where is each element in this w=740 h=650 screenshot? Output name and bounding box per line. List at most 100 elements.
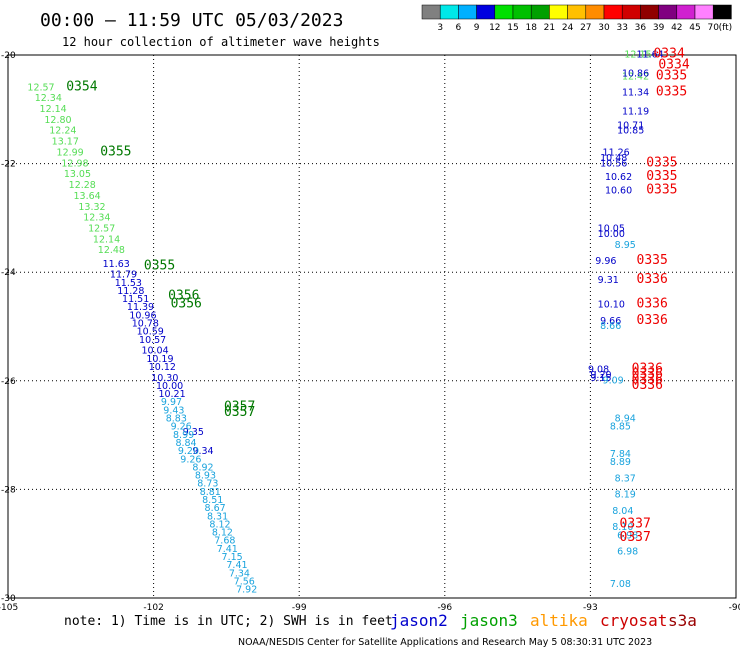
wave-height-label: 7.84 xyxy=(610,449,631,460)
wave-height-label: 9.09 xyxy=(603,376,624,387)
color-swatch xyxy=(658,4,678,20)
chart-title: 00:00 — 11:59 UTC 05/03/2023 xyxy=(40,10,343,31)
wave-height-points: 12.5712.3412.1412.8012.2413.1712.9912.98… xyxy=(27,50,663,596)
satellite-jason2: jason2 xyxy=(390,611,448,630)
wave-height-label: 10.71 xyxy=(617,120,644,131)
color-swatch xyxy=(530,4,550,20)
time-label: 0335 xyxy=(656,85,687,100)
wave-height-label: 13.05 xyxy=(64,169,91,180)
x-tick-label: -90 xyxy=(729,603,740,613)
wave-height-label: 9.66 xyxy=(600,316,621,327)
y-tick-label: -20 xyxy=(1,51,16,61)
color-swatch xyxy=(494,4,514,20)
wave-height-label: 7.56 xyxy=(234,576,255,587)
wave-height-label: 10.57 xyxy=(139,335,166,346)
time-label: 0336 xyxy=(637,296,668,311)
credit-line: NOAA/NESDIS Center for Satellite Applica… xyxy=(238,637,652,648)
wave-height-label: 11.34 xyxy=(622,88,649,99)
wave-height-label: 8.89 xyxy=(610,457,631,468)
color-scale-label: 70 xyxy=(707,23,719,33)
wave-height-label: 8.85 xyxy=(610,422,631,433)
color-swatch xyxy=(458,4,477,20)
wave-height-label: 8.95 xyxy=(615,240,636,251)
time-label: 0335 xyxy=(656,68,687,83)
time-label: 0336 xyxy=(632,362,663,377)
wave-height-label: 10.19 xyxy=(146,354,173,365)
time-label: 0336 xyxy=(632,378,663,393)
wave-height-label: 12.15 xyxy=(624,50,651,61)
wave-height-label: 11.79 xyxy=(110,270,137,281)
time-label: 0354 xyxy=(66,79,97,94)
y-tick-label: -22 xyxy=(1,160,16,170)
x-tick-label: -96 xyxy=(437,603,452,613)
wave-height-label: 6.98 xyxy=(617,547,638,558)
wave-height-label: 8.04 xyxy=(612,506,633,517)
wave-height-label: 9.08 xyxy=(588,365,609,376)
units-note: note: 1) Time is in UTC; 2) SWH is in fe… xyxy=(64,614,393,629)
time-label: 0335 xyxy=(646,169,677,184)
wave-height-label: 8.51 xyxy=(202,495,223,506)
time-label: 0336 xyxy=(637,313,668,328)
color-swatch xyxy=(676,4,696,20)
color-scale-label: 33 xyxy=(616,23,627,33)
grid-lines xyxy=(8,55,736,598)
wave-height-label: 7.41 xyxy=(226,560,247,571)
chart-subtitle: 12 hour collection of altimeter wave hei… xyxy=(62,35,380,49)
time-label: 0335 xyxy=(646,182,677,197)
wave-height-label: 12.98 xyxy=(61,158,88,169)
time-label: 0356 xyxy=(171,296,202,311)
wave-height-label: 9.15 xyxy=(590,373,611,384)
wave-height-label: 7.15 xyxy=(222,552,243,563)
color-scale-label: 21 xyxy=(544,23,555,33)
wave-height-label: 9.35 xyxy=(183,427,204,438)
wave-height-label: 11.63 xyxy=(103,259,130,270)
satellite-cryosat: cryosat xyxy=(600,611,667,630)
time-label: 0357 xyxy=(224,400,255,415)
wave-height-label: 10.96 xyxy=(129,310,156,321)
wave-height-label: 6.98 xyxy=(617,530,638,541)
wave-height-label: 11.26 xyxy=(603,147,630,158)
wave-height-label: 9.20 xyxy=(590,370,611,381)
satellite-legend: jason2 jason3 altika cryosat s3a xyxy=(390,611,697,630)
wave-height-label: 8.37 xyxy=(615,473,636,484)
x-tick-label: -105 xyxy=(0,603,18,613)
color-scale-label: 18 xyxy=(525,23,537,33)
time-label: 0337 xyxy=(620,530,651,545)
time-label: 0356 xyxy=(168,288,199,303)
y-tick-label: -26 xyxy=(1,377,16,387)
color-swatch xyxy=(512,4,532,20)
wave-height-label: 8.12 xyxy=(209,519,230,530)
wave-height-label: 8.81 xyxy=(200,487,221,498)
wave-height-label: 13.32 xyxy=(78,202,105,213)
y-axis-ticks: -20 -22 -24 -26 -28 -30 xyxy=(1,51,16,604)
wave-height-label: 10.59 xyxy=(137,327,164,338)
wave-height-label: 12.99 xyxy=(57,147,84,158)
wave-height-label: 10.62 xyxy=(605,172,632,183)
wave-height-label: 9.43 xyxy=(163,405,184,416)
x-tick-label: -93 xyxy=(583,603,598,613)
color-scale-label: 42 xyxy=(671,23,682,33)
wave-height-label: 8.94 xyxy=(615,414,636,425)
x-axis-ticks: -105 -102 -99 -96 -93 -90 xyxy=(0,603,740,613)
color-swatch xyxy=(585,4,605,20)
color-scale-label: 45 xyxy=(689,23,700,33)
wave-height-label: 9.26 xyxy=(180,454,201,465)
color-swatch xyxy=(712,4,732,20)
y-tick-label: -24 xyxy=(1,268,16,278)
color-scale-legend: 3 6 9 12 15 18 21 24 27 30 33 36 39 42 45 70 (ft) xyxy=(421,4,732,33)
time-label: 0355 xyxy=(144,258,175,273)
color-swatch xyxy=(603,4,623,20)
wave-height-label: 8.31 xyxy=(207,511,228,522)
wave-height-label: 10.86 xyxy=(622,69,649,80)
wave-height-label: 12.48 xyxy=(98,245,125,256)
wave-height-label: 7.68 xyxy=(214,536,235,547)
wave-height-label: 12.42 xyxy=(622,71,649,82)
wave-height-label: 12.34 xyxy=(83,213,110,224)
wave-height-label: 10.60 xyxy=(605,185,632,196)
wave-height-label: 10.21 xyxy=(158,389,185,400)
wave-height-label: 9.20 xyxy=(178,446,199,457)
wave-height-label: 10.12 xyxy=(149,362,176,373)
wave-height-label: 8.73 xyxy=(197,479,218,490)
wave-height-label: 11.51 xyxy=(122,294,149,305)
wave-height-label: 12.14 xyxy=(93,234,120,245)
